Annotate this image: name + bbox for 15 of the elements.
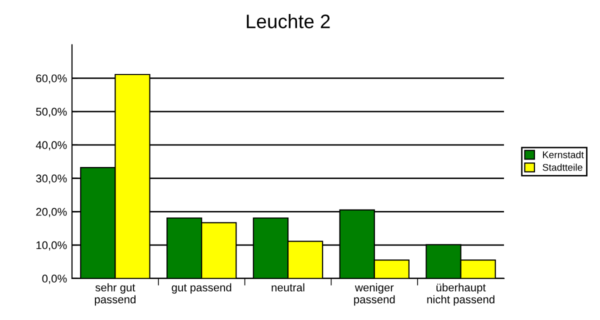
y-tick-label: 60,0% <box>36 74 67 84</box>
x-tick-label: sehr gut passend <box>94 283 136 306</box>
legend-label: Kernstadt <box>543 151 584 158</box>
x-tick-label: gut passend <box>172 283 232 294</box>
y-tick-label: 10,0% <box>36 241 67 250</box>
x-tick-label: überhaupt nicht passend <box>427 283 494 306</box>
chart-title: Leuchte 2 <box>246 14 330 28</box>
x-tick-label: weniger passend <box>354 283 395 306</box>
y-tick-label: 0,0% <box>42 274 67 284</box>
y-tick-label: 20,0% <box>36 208 67 218</box>
y-tick-label: 40,0% <box>36 141 67 150</box>
x-tick-label: neutral <box>272 283 304 292</box>
y-tick-label: 30,0% <box>36 174 67 184</box>
legend-label: Stadtteile <box>542 164 582 171</box>
y-tick-label: 50,0% <box>36 108 67 117</box>
